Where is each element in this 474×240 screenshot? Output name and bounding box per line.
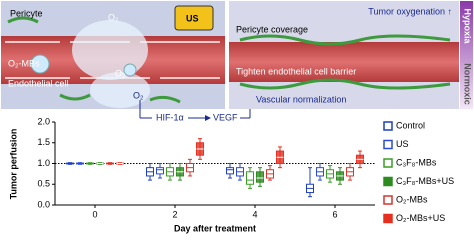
- label: Vascular normalization: [256, 94, 346, 104]
- legend-label: Control: [396, 120, 425, 130]
- y-tick-label: 0.5: [37, 179, 50, 189]
- y-tick-label: 1.0: [37, 158, 50, 168]
- legend-label: O₂-MBs: [396, 194, 428, 204]
- label: O₂: [108, 12, 119, 22]
- pericyte-shape: [239, 34, 451, 90]
- label: HIF-1α: [156, 112, 184, 122]
- oxygen-cloud: [72, 20, 148, 80]
- label: O₂: [133, 90, 144, 100]
- label: Tumor oxygenation ↑: [368, 6, 452, 16]
- y-tick-label: 1.5: [37, 137, 50, 147]
- label: Tighten endothelial cell barrier: [236, 66, 356, 76]
- legend-swatch: [383, 121, 393, 131]
- y-tick-label: 0.0: [37, 199, 50, 209]
- x-tick-label: 4: [252, 209, 257, 219]
- label: VEGF: [213, 112, 238, 122]
- microbubble: [30, 54, 50, 74]
- box: [256, 171, 264, 183]
- label: O₂-MBs: [8, 58, 40, 68]
- y-tick-label: 2.0: [37, 116, 50, 126]
- label: Endothelial cell: [8, 78, 69, 88]
- x-axis-label: Day after treatment: [174, 223, 256, 233]
- legend-swatch: [383, 195, 393, 205]
- arrowhead: [205, 115, 211, 121]
- x-tick-label: 2: [172, 209, 177, 219]
- y-axis-label: Tumor perfusion: [8, 129, 18, 200]
- vessel-cells: [5, 41, 220, 79]
- schematic: Pericyte O₂ US O₂-MBs Endothelial cell O…: [1, 1, 473, 122]
- chart: Tumor perfusion Day after treatment 0.0 0…: [8, 116, 454, 233]
- pericyte-shape: [7, 16, 181, 104]
- oxygen-scale: [460, 1, 473, 109]
- microbubble: [123, 63, 137, 77]
- label: O₂: [115, 68, 126, 78]
- label: US: [186, 13, 199, 23]
- legend-label: C₃F₈-MBs: [396, 157, 437, 167]
- legend-swatch: [383, 158, 393, 168]
- label: Pericyte coverage: [236, 24, 308, 34]
- legend-swatch: [383, 139, 393, 150]
- legend-label: C₃F₈-MBs+US: [396, 176, 454, 186]
- us-probe: [174, 5, 214, 31]
- label: Normoxic: [463, 63, 473, 105]
- label: Pericyte: [10, 8, 43, 18]
- oxygen-cloud: [90, 72, 150, 108]
- legend-label: US: [396, 139, 409, 149]
- box: [246, 171, 254, 185]
- x-tick-label: 0: [92, 209, 97, 219]
- legend-swatch: [383, 213, 393, 224]
- label: Hypoxia: [463, 8, 473, 44]
- box: [156, 167, 164, 175]
- box: [226, 167, 234, 175]
- vessel: [229, 42, 459, 82]
- legend-label: O₂-MBs+US: [396, 213, 445, 223]
- x-tick-label: 6: [332, 209, 337, 219]
- legend-swatch: [383, 176, 393, 187]
